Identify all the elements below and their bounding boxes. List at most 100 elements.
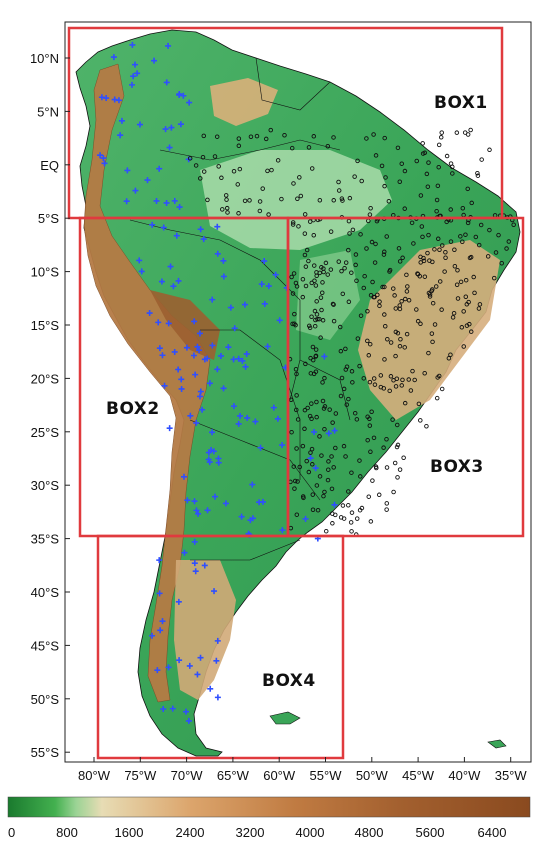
latitude-label: 45°S xyxy=(31,638,60,653)
station-circle-marker xyxy=(397,467,403,472)
station-circle-marker xyxy=(309,166,315,171)
station-plus-marker xyxy=(199,406,206,413)
station-plus-marker xyxy=(167,263,174,270)
latitude-label: 55°S xyxy=(31,745,60,760)
station-circle-marker xyxy=(475,170,480,176)
station-circle-marker xyxy=(436,164,441,170)
station-circle-marker xyxy=(315,316,320,322)
station-plus-marker xyxy=(181,549,188,556)
station-plus-marker xyxy=(155,319,162,326)
station-circle-marker xyxy=(303,361,308,367)
station-circle-marker xyxy=(308,355,313,361)
station-circle-marker xyxy=(468,254,474,260)
station-circle-marker xyxy=(408,388,414,393)
station-circle-marker xyxy=(314,299,319,304)
station-plus-marker xyxy=(249,481,256,488)
station-circle-marker xyxy=(349,510,355,515)
station-circle-marker xyxy=(496,232,501,238)
station-circle-marker xyxy=(296,224,301,229)
station-plus-marker xyxy=(191,318,198,325)
station-circle-marker xyxy=(236,136,242,141)
station-plus-marker xyxy=(193,419,200,426)
station-circle-marker xyxy=(463,232,468,237)
station-circle-marker xyxy=(338,348,344,354)
station-plus-marker xyxy=(132,61,139,68)
station-circle-marker xyxy=(448,352,453,358)
station-circle-marker xyxy=(302,212,308,217)
station-circle-marker xyxy=(305,405,310,411)
station-plus-marker xyxy=(149,632,156,639)
station-plus-marker xyxy=(173,232,180,239)
guiana-highlands-area xyxy=(210,78,278,126)
station-circle-marker xyxy=(410,368,415,374)
station-circle-marker xyxy=(198,176,203,181)
station-plus-marker xyxy=(214,250,221,257)
station-circle-marker xyxy=(355,336,361,341)
station-circle-marker xyxy=(393,306,399,311)
station-circle-marker xyxy=(472,290,477,296)
station-circle-marker xyxy=(313,369,319,374)
station-circle-marker xyxy=(331,302,336,307)
station-plus-marker xyxy=(190,352,197,359)
station-plus-marker xyxy=(252,418,259,425)
station-plus-marker xyxy=(197,654,204,661)
station-circle-marker xyxy=(294,407,299,413)
station-plus-marker xyxy=(168,124,175,131)
station-circle-marker xyxy=(443,249,448,255)
station-plus-marker xyxy=(207,685,214,692)
station-circle-marker xyxy=(329,486,335,492)
station-circle-marker xyxy=(415,272,421,277)
station-circle-marker xyxy=(458,234,463,239)
station-circle-marker xyxy=(381,445,386,450)
station-circle-marker xyxy=(355,158,360,164)
station-circle-marker xyxy=(292,486,297,491)
station-circle-marker xyxy=(358,232,363,237)
station-plus-marker xyxy=(156,557,163,564)
station-circle-marker xyxy=(468,329,474,334)
station-plus-marker xyxy=(185,717,192,724)
station-plus-marker xyxy=(209,342,216,349)
station-circle-marker xyxy=(430,339,435,345)
station-circle-marker xyxy=(412,377,417,383)
station-circle-marker xyxy=(426,160,431,165)
station-circle-marker xyxy=(409,220,415,226)
station-circle-marker xyxy=(320,380,325,385)
station-plus-marker xyxy=(156,590,163,597)
station-circle-marker xyxy=(424,171,430,177)
station-plus-marker xyxy=(201,562,208,569)
station-circle-marker xyxy=(313,317,318,323)
station-plus-marker xyxy=(117,132,124,139)
station-circle-marker xyxy=(369,239,375,245)
station-circle-marker xyxy=(398,337,403,342)
station-circle-marker xyxy=(247,198,252,203)
station-circle-marker xyxy=(314,483,320,488)
station-circle-marker xyxy=(438,135,444,140)
station-circle-marker xyxy=(248,134,254,140)
station-plus-marker xyxy=(183,344,190,351)
station-circle-marker xyxy=(504,246,509,251)
station-circle-marker xyxy=(201,133,207,139)
station-plus-marker xyxy=(196,330,203,337)
station-plus-marker xyxy=(124,167,131,174)
analysis-boxes xyxy=(67,26,525,760)
station-circle-marker xyxy=(329,454,334,459)
station-circle-marker xyxy=(397,343,403,349)
station-circle-marker xyxy=(437,247,442,253)
station-circle-marker xyxy=(295,479,300,484)
station-circle-marker xyxy=(402,400,408,406)
station-circle-marker xyxy=(439,307,444,312)
colorbar-tick-label: 6400 xyxy=(478,825,507,840)
station-circle-marker xyxy=(461,344,466,349)
station-plus-marker xyxy=(211,588,218,595)
station-plus-marker xyxy=(158,278,165,285)
station-circle-marker xyxy=(317,434,322,439)
latitude-label: 10°S xyxy=(31,265,60,280)
station-plus-marker xyxy=(191,498,198,505)
box4-outline xyxy=(96,534,345,760)
station-circle-marker xyxy=(372,294,377,300)
station-circle-marker xyxy=(485,254,491,259)
station-plus-marker xyxy=(170,283,177,290)
station-circle-marker xyxy=(382,249,387,255)
station-circle-marker xyxy=(359,178,364,184)
station-circle-marker xyxy=(487,227,492,233)
